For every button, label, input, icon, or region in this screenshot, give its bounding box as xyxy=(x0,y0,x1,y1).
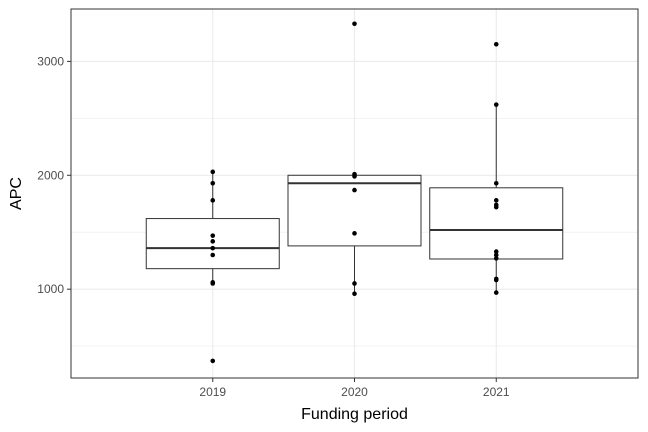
data-point xyxy=(493,277,499,283)
x-tick-label: 2019 xyxy=(199,385,226,399)
data-point xyxy=(493,42,499,47)
data-point xyxy=(210,233,216,238)
data-point xyxy=(352,174,357,179)
data-point xyxy=(352,231,357,236)
data-point xyxy=(210,180,216,186)
data-point xyxy=(493,198,499,203)
y-tick-label: 2000 xyxy=(37,168,64,182)
data-point xyxy=(210,281,216,286)
data-point xyxy=(210,239,216,244)
data-point xyxy=(352,281,357,286)
data-point xyxy=(210,169,216,175)
data-point xyxy=(210,245,216,251)
box-iqr xyxy=(287,174,422,247)
y-tick-label: 3000 xyxy=(37,54,64,68)
data-point xyxy=(493,290,499,295)
data-point xyxy=(352,187,357,193)
data-point xyxy=(210,198,216,203)
data-points xyxy=(210,21,499,364)
data-point xyxy=(352,291,357,297)
data-point xyxy=(493,180,499,186)
data-point xyxy=(493,204,499,210)
axis-ticks: 1000 2000 3000 2019 2020 2021 xyxy=(37,54,510,399)
x-tick-label: 2021 xyxy=(483,385,510,399)
data-point xyxy=(210,358,216,364)
data-point xyxy=(493,256,499,261)
x-axis-title: Funding period xyxy=(301,406,408,423)
data-point xyxy=(352,21,357,27)
data-point xyxy=(493,252,499,258)
y-tick-label: 1000 xyxy=(37,282,64,296)
data-point xyxy=(493,102,499,107)
x-tick-label: 2020 xyxy=(341,385,368,399)
data-point xyxy=(210,252,216,258)
y-axis-title: APC xyxy=(8,177,25,210)
data-point xyxy=(493,249,499,254)
